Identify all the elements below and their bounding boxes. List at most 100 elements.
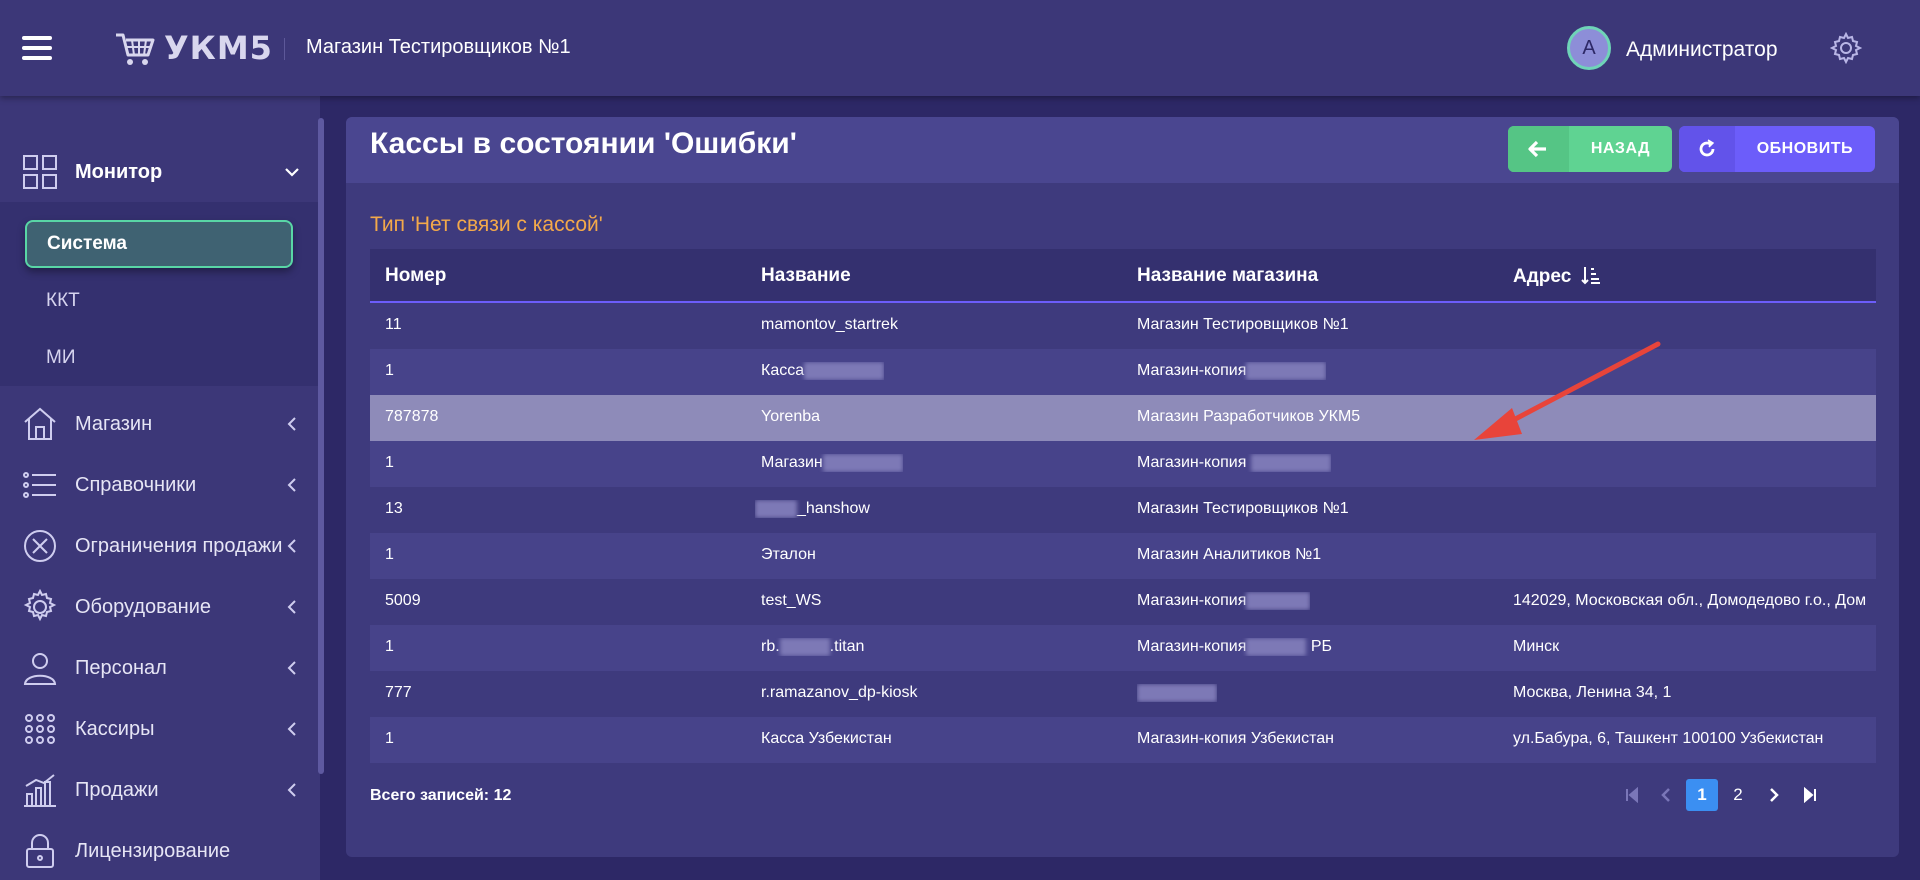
cell-number: 1 (385, 362, 394, 379)
logo[interactable]: УКМ5 (114, 28, 273, 68)
table-row[interactable]: 1 rb. .titan Магазин-копия РБ Минск (370, 625, 1876, 671)
cell-name: _hanshow (755, 500, 870, 518)
prev-page-icon[interactable] (1650, 779, 1682, 811)
back-button[interactable]: НАЗАД (1508, 126, 1672, 172)
redacted-block (1246, 592, 1311, 610)
page-button-2[interactable]: 2 (1733, 785, 1743, 804)
submenu-item-system[interactable]: Система (25, 220, 293, 268)
sidebar-item-personnel[interactable]: Персонал (0, 640, 318, 696)
chevron-left-icon (287, 722, 296, 736)
back-button-label: НАЗАД (1590, 140, 1650, 157)
table-row[interactable]: 1 Эталон Магазин Аналитиков №1 (370, 533, 1876, 579)
dots-grid-icon (25, 714, 55, 744)
table-row[interactable]: 1 Магазин Магазин-копия (370, 441, 1876, 487)
cell-name: rb. .titan (761, 638, 864, 656)
cell-store-text: Магазин-копия (1137, 454, 1247, 472)
chevron-down-icon (285, 168, 299, 177)
cell-store: Магазин-копия (1137, 454, 1331, 472)
cart-icon (116, 33, 155, 65)
cell-number: 13 (385, 500, 403, 517)
gear-icon (23, 589, 57, 622)
refresh-icon (1679, 126, 1735, 172)
sidebar-item-cashiers[interactable]: Кассиры (0, 701, 318, 757)
cell-address: Минск (1513, 638, 1560, 655)
redacted-block (779, 638, 830, 656)
redacted-block (804, 362, 885, 380)
cell-number: 1 (385, 454, 394, 471)
current-store-name[interactable]: Магазин Тестировщиков №1 (306, 36, 571, 58)
sidebar-item-label: Монитор (75, 160, 163, 183)
redacted-block (1246, 638, 1307, 656)
sort-desc-icon[interactable] (1580, 265, 1601, 285)
cell-name: Магазин (761, 454, 903, 472)
sidebar-item-label: Магазин (75, 412, 153, 435)
cell-store (1137, 684, 1217, 702)
section-title: Тип 'Нет связи с кассой' (370, 213, 603, 236)
cell-name: Касса Узбекистан (761, 730, 892, 747)
cell-store-text: Магазин-копия (1137, 592, 1247, 610)
cell-name: Касса (761, 362, 885, 380)
next-page-icon[interactable] (1758, 779, 1790, 811)
cell-store: Магазин Аналитиков №1 (1137, 546, 1322, 563)
cell-number: 787878 (385, 408, 439, 425)
refresh-button[interactable]: ОБНОВИТЬ (1679, 126, 1875, 172)
sidebar-item-sales[interactable]: Продажи (0, 762, 318, 818)
header-divider (284, 38, 285, 60)
redacted-block (822, 454, 903, 472)
column-header-number[interactable]: Номер (385, 265, 447, 286)
sidebar-item-label: Кассиры (75, 717, 155, 740)
sidebar-item-label: Лицензирование (75, 839, 231, 862)
column-header-name[interactable]: Название (761, 265, 851, 286)
sidebar-item-equipment[interactable]: Оборудование (0, 579, 318, 635)
first-page-icon[interactable] (1616, 779, 1648, 811)
cell-number: 5009 (385, 592, 421, 609)
cell-store: Магазин-копия (1137, 592, 1311, 610)
table-row[interactable]: 1 Касса Узбекистан Магазин-копия Узбекис… (370, 717, 1876, 763)
refresh-button-label: ОБНОВИТЬ (1756, 140, 1853, 157)
sidebar-item-licensing[interactable]: Лицензирование (0, 823, 318, 879)
cell-store-text: Магазин-копия (1137, 362, 1247, 380)
cell-name-text: _hanshow (797, 500, 870, 518)
table-row[interactable]: 5009 test_WS Магазин-копия 142029, Моско… (370, 579, 1876, 625)
sidebar-item-store[interactable]: Магазин (0, 396, 318, 452)
avatar[interactable]: A (1567, 26, 1611, 70)
sidebar-item-directories[interactable]: Справочники (0, 457, 318, 513)
cell-store: Магазин Разработчиков УКМ5 (1137, 408, 1361, 425)
column-header-address[interactable]: Адрес (1513, 265, 1601, 288)
table-row[interactable]: 777 r.ramazanov_dp-kiosk Москва, Ленина … (370, 671, 1876, 717)
table-row[interactable]: 13 _hanshow Магазин Тестировщиков №1 (370, 487, 1876, 533)
column-header-store[interactable]: Название магазина (1137, 265, 1319, 286)
cell-address: ул.Бабура, 6, Ташкент 100100 Узбекистан (1513, 730, 1824, 747)
cell-name: mamontov_startrek (761, 316, 898, 333)
page-button-1[interactable]: 1 (1686, 779, 1718, 811)
cell-store: Магазин Тестировщиков №1 (1137, 316, 1349, 333)
sidebar-item-monitor[interactable]: Монитор (0, 144, 318, 200)
sidebar-item-label: Оборудование (75, 595, 212, 618)
cell-address: Москва, Ленина 34, 1 (1513, 684, 1672, 701)
sidebar-item-label: Справочники (75, 473, 197, 496)
user-name[interactable]: Администратор (1626, 38, 1778, 61)
hamburger-menu-icon[interactable] (22, 36, 52, 60)
sidebar-item-sale-restrictions[interactable]: Ограничения продажи (0, 518, 318, 574)
cell-store-text: РБ (1310, 638, 1333, 656)
panel-header: Кассы в состоянии 'Ошибки' НАЗАД ОБНОВИТ… (346, 117, 1899, 183)
arrow-left-icon (1508, 126, 1569, 172)
cell-name: Yorenba (761, 408, 821, 425)
cell-address: 142029, Московская обл., Домодедово г.о.… (1513, 592, 1867, 609)
top-header: УКМ5 Магазин Тестировщиков №1 A Админист… (0, 0, 1920, 96)
submenu-item-kkt[interactable]: ККТ (46, 290, 80, 311)
page-title: Кассы в состоянии 'Ошибки' (370, 127, 797, 160)
cell-name: Эталон (761, 546, 816, 563)
main-panel: Кассы в состоянии 'Ошибки' НАЗАД ОБНОВИТ… (346, 117, 1899, 857)
cell-name-text: Магазин (761, 454, 823, 472)
table-row-selected[interactable]: 787878 Yorenba Магазин Разработчиков УКМ… (370, 395, 1876, 441)
person-icon (23, 653, 57, 685)
settings-gear-icon[interactable] (1830, 32, 1862, 64)
table-header: Номер Название Название магазина Адрес (370, 249, 1876, 303)
table-row[interactable]: 1 Касса Магазин-копия (370, 349, 1876, 395)
submenu-item-mi[interactable]: МИ (46, 347, 76, 368)
table-row[interactable]: 11 mamontov_startrek Магазин Тестировщик… (370, 303, 1876, 349)
column-header-address-label: Адрес (1513, 266, 1572, 287)
last-page-icon[interactable] (1794, 779, 1826, 811)
sidebar-scrollbar[interactable] (318, 118, 324, 774)
